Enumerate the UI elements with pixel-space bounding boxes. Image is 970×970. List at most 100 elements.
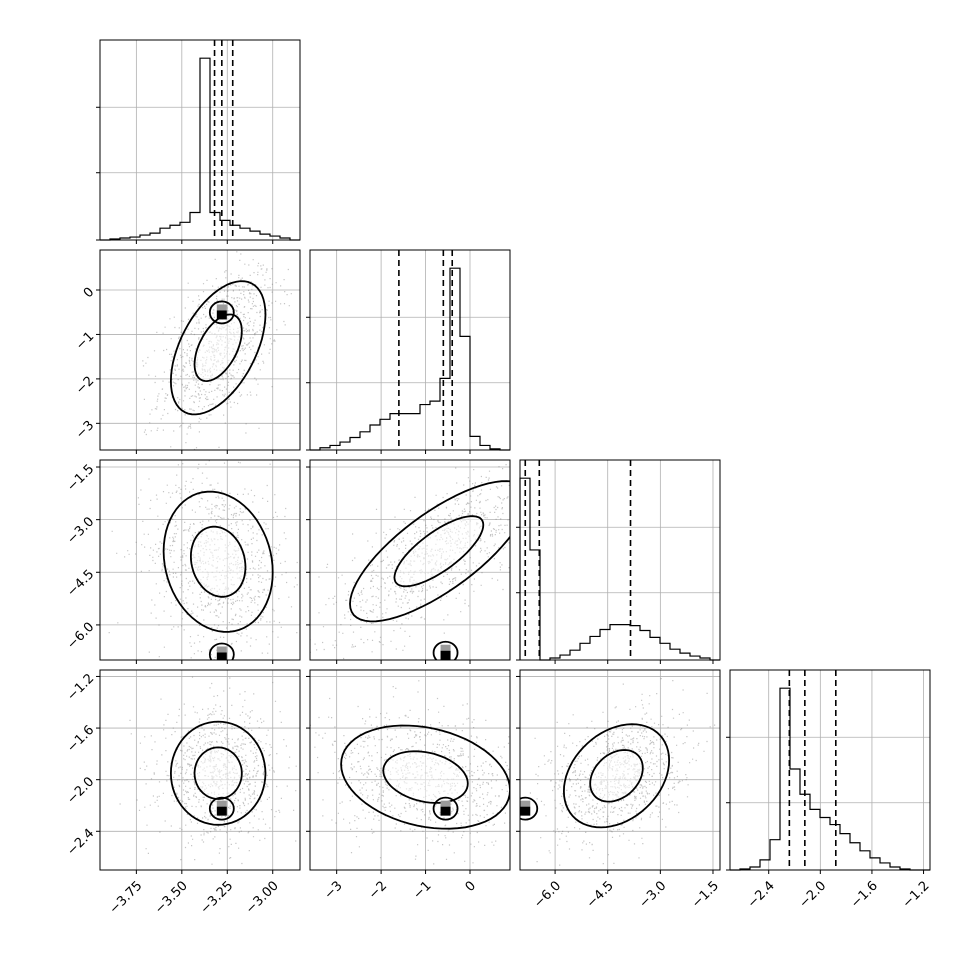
y-tick-label: −2.4 bbox=[64, 826, 97, 859]
contour-level-2 bbox=[169, 720, 267, 826]
histogram-0 bbox=[100, 57, 300, 241]
histogram-bar bbox=[330, 445, 340, 450]
density-hotspot bbox=[216, 646, 227, 653]
density-hotspot bbox=[216, 800, 227, 807]
contour-level-2 bbox=[162, 490, 274, 633]
histogram-bar bbox=[820, 817, 830, 870]
histogram-bar bbox=[440, 378, 450, 450]
scatter-points bbox=[310, 680, 510, 870]
histogram-bar bbox=[420, 405, 430, 450]
panel-frame bbox=[99, 249, 301, 451]
histogram-bar bbox=[360, 432, 370, 450]
histogram-bar bbox=[790, 769, 800, 870]
density-hotspot bbox=[520, 806, 531, 816]
y-tick-label: 0 bbox=[81, 285, 97, 301]
panel-frame bbox=[99, 459, 301, 661]
histogram-bar bbox=[850, 843, 860, 870]
scatter-points bbox=[520, 678, 716, 866]
y-tick-label: −1 bbox=[73, 329, 97, 353]
histogram-bar bbox=[430, 401, 440, 450]
histogram-bar bbox=[880, 863, 890, 870]
density-hotspot bbox=[440, 644, 451, 651]
panel-3-1: −3 −2 −1 0 bbox=[306, 669, 511, 903]
density-hotspot bbox=[216, 652, 227, 660]
contour-hotspot bbox=[520, 796, 539, 821]
histogram-bar bbox=[480, 445, 490, 450]
contour-level-2 bbox=[349, 480, 510, 623]
histogram-bar bbox=[600, 630, 610, 660]
panel-1-1 bbox=[306, 249, 511, 454]
contour-level-2 bbox=[340, 724, 510, 830]
histogram-bar bbox=[770, 840, 780, 870]
y-tick-label: −2.0 bbox=[64, 774, 97, 807]
histogram-bar bbox=[140, 235, 150, 240]
y-tick-label: −2 bbox=[73, 374, 97, 398]
density-hotspot bbox=[216, 310, 227, 320]
contour-hotspot bbox=[208, 642, 235, 660]
x-tick-label: −1.5 bbox=[689, 878, 722, 911]
density-hotspot bbox=[520, 800, 531, 807]
y-tick-label: −4.5 bbox=[64, 567, 97, 600]
scatter-points bbox=[119, 676, 297, 865]
panel-0-0 bbox=[96, 39, 301, 244]
panel-frame bbox=[519, 669, 721, 871]
density-hotspot bbox=[440, 650, 451, 660]
histogram-bar bbox=[350, 438, 360, 451]
histogram-bar bbox=[410, 414, 420, 450]
panel-3-2: −6.0 −4.5 −3.0 −1.5 bbox=[516, 669, 722, 911]
scatter-points bbox=[100, 251, 292, 450]
histogram-1 bbox=[310, 267, 510, 451]
panel-frame bbox=[99, 669, 301, 871]
contour-hotspot bbox=[208, 796, 235, 821]
contour-level-1 bbox=[193, 313, 243, 383]
y-tick-label: −3.0 bbox=[64, 514, 97, 547]
panel-frame bbox=[309, 249, 511, 451]
histogram-bar bbox=[590, 636, 600, 660]
histogram-bar bbox=[840, 834, 850, 870]
x-tick-label: −1 bbox=[410, 878, 434, 902]
histogram-bar bbox=[470, 436, 480, 450]
y-tick-label: −3 bbox=[73, 418, 97, 442]
x-tick-label: −3.0 bbox=[636, 878, 669, 911]
histogram-bar bbox=[580, 643, 590, 660]
histogram-bar bbox=[630, 626, 640, 660]
density-hotspot bbox=[440, 800, 451, 807]
x-tick-label: −4.5 bbox=[584, 878, 617, 911]
contour-hotspot bbox=[432, 640, 459, 660]
scatter-points bbox=[108, 460, 298, 660]
histogram-bar bbox=[260, 234, 270, 240]
histogram-bar bbox=[340, 442, 350, 450]
x-tick-label: −3.75 bbox=[107, 878, 146, 917]
contour-level-2 bbox=[562, 723, 671, 829]
contour-level-2 bbox=[169, 280, 267, 416]
panel-2-1 bbox=[306, 459, 511, 664]
histogram-bar bbox=[670, 649, 680, 660]
panel-frame bbox=[729, 669, 931, 871]
histogram-bar bbox=[460, 336, 470, 450]
histogram-3 bbox=[730, 687, 930, 871]
panel-2-2 bbox=[516, 459, 721, 664]
x-tick-label: −2.4 bbox=[745, 878, 778, 911]
histogram-bar bbox=[200, 58, 210, 240]
histogram-bar bbox=[570, 650, 580, 660]
x-tick-label: −1.6 bbox=[848, 878, 881, 911]
x-tick-label: −3.00 bbox=[243, 878, 282, 917]
x-tick-label: 0 bbox=[463, 878, 479, 894]
panel-frame bbox=[99, 39, 301, 241]
y-tick-label: −1.6 bbox=[64, 723, 97, 756]
histogram-bar bbox=[870, 858, 880, 870]
histogram-bar bbox=[190, 212, 200, 240]
histogram-bar bbox=[620, 625, 630, 660]
sample-points bbox=[108, 460, 298, 660]
panel-3-3: −2.4 −2.0 −1.6 −1.2 bbox=[726, 669, 933, 911]
corner-panels: −3−2−10−1.5−3.0−4.5−6.0−1.2−1.6−2.0−2.4−… bbox=[64, 39, 933, 917]
histogram-bar bbox=[660, 643, 670, 660]
panel-frame bbox=[309, 669, 511, 871]
panel-frame bbox=[519, 459, 721, 661]
histogram-bar bbox=[170, 225, 180, 240]
histogram-bar bbox=[160, 228, 170, 240]
density-hotspot bbox=[216, 806, 227, 816]
panel-2-0: −1.5 −3.0 −4.5 −6.0 bbox=[64, 459, 301, 664]
contour-level-1 bbox=[189, 525, 247, 598]
